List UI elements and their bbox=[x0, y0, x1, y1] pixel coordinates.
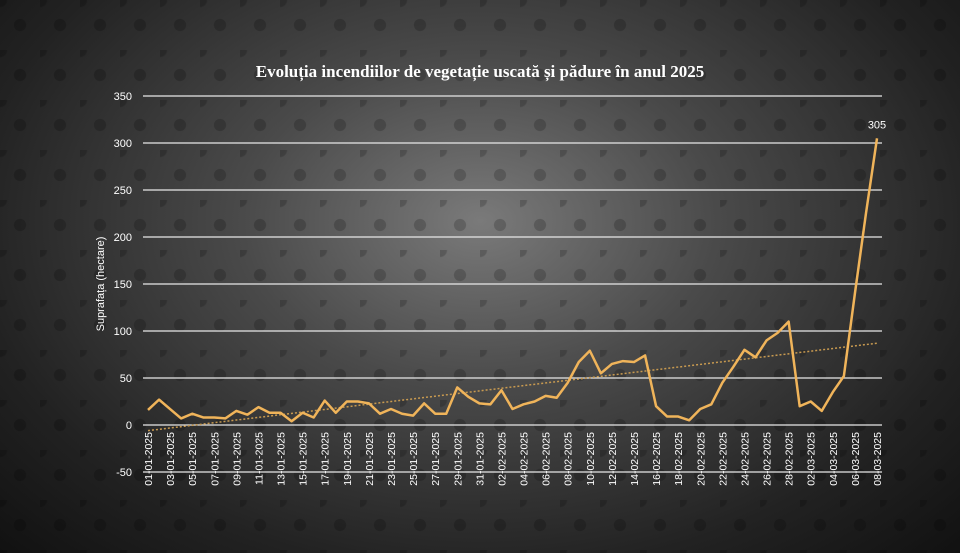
x-tick-label: 05-01-2025 bbox=[187, 432, 199, 486]
x-tick-label: 16-02-2025 bbox=[651, 432, 663, 486]
x-tick-label: 24-02-2025 bbox=[739, 432, 751, 486]
x-tick-label: 09-01-2025 bbox=[231, 432, 243, 486]
x-tick-label: 12-02-2025 bbox=[607, 432, 619, 486]
x-tick-label: 17-01-2025 bbox=[320, 432, 332, 486]
y-tick-label: -50 bbox=[116, 467, 132, 479]
x-tick-label: 06-02-2025 bbox=[541, 432, 553, 486]
chart-title: Evoluția incendiilor de vegetație uscată… bbox=[255, 62, 705, 81]
trendline bbox=[147, 342, 878, 432]
data-label: 305 bbox=[868, 119, 886, 131]
x-tick-label: 11-01-2025 bbox=[253, 432, 265, 485]
x-tick-label: 29-01-2025 bbox=[452, 432, 464, 486]
x-tick-label: 04-03-2025 bbox=[828, 432, 840, 486]
x-tick-label: 25-01-2025 bbox=[408, 432, 420, 486]
y-tick-label: 350 bbox=[114, 91, 132, 103]
y-tick-label: 100 bbox=[114, 326, 132, 338]
x-tick-label: 07-01-2025 bbox=[209, 432, 221, 486]
x-tick-label: 31-01-2025 bbox=[474, 432, 486, 486]
x-tick-label: 08-02-2025 bbox=[563, 432, 575, 486]
x-tick-label: 02-02-2025 bbox=[496, 432, 508, 486]
x-tick-label: 04-02-2025 bbox=[519, 432, 531, 486]
x-tick-label: 19-01-2025 bbox=[342, 432, 354, 486]
x-tick-label: 10-02-2025 bbox=[585, 432, 597, 486]
series-line bbox=[147, 138, 879, 423]
y-tick-label: 250 bbox=[114, 185, 132, 197]
x-tick-label: 27-01-2025 bbox=[430, 432, 442, 486]
y-tick-label: 200 bbox=[114, 232, 132, 244]
x-tick-label: 21-01-2025 bbox=[364, 432, 376, 486]
y-tick-label: 300 bbox=[114, 138, 132, 150]
x-tick-label: 22-02-2025 bbox=[717, 432, 729, 486]
x-tick-label: 08-03-2025 bbox=[872, 432, 884, 486]
y-tick-label: 150 bbox=[114, 279, 132, 291]
y-tick-label: 0 bbox=[126, 420, 132, 432]
x-tick-label: 01-01-2025 bbox=[143, 432, 155, 486]
x-tick-label: 14-02-2025 bbox=[629, 432, 641, 486]
x-tick-label: 28-02-2025 bbox=[784, 432, 796, 486]
x-tick-label: 15-01-2025 bbox=[298, 432, 310, 486]
x-tick-label: 06-03-2025 bbox=[850, 432, 862, 486]
y-tick-label: 50 bbox=[120, 373, 132, 385]
x-tick-label: 23-01-2025 bbox=[386, 432, 398, 486]
y-axis-label: Suprafața (hectare) bbox=[95, 237, 107, 332]
x-tick-label: 02-03-2025 bbox=[806, 432, 818, 486]
x-tick-label: 13-01-2025 bbox=[276, 432, 288, 486]
x-tick-label: 26-02-2025 bbox=[762, 432, 774, 486]
x-tick-label: 20-02-2025 bbox=[695, 432, 707, 486]
x-tick-label: 18-02-2025 bbox=[673, 432, 685, 486]
x-tick-label: 03-01-2025 bbox=[165, 432, 177, 486]
